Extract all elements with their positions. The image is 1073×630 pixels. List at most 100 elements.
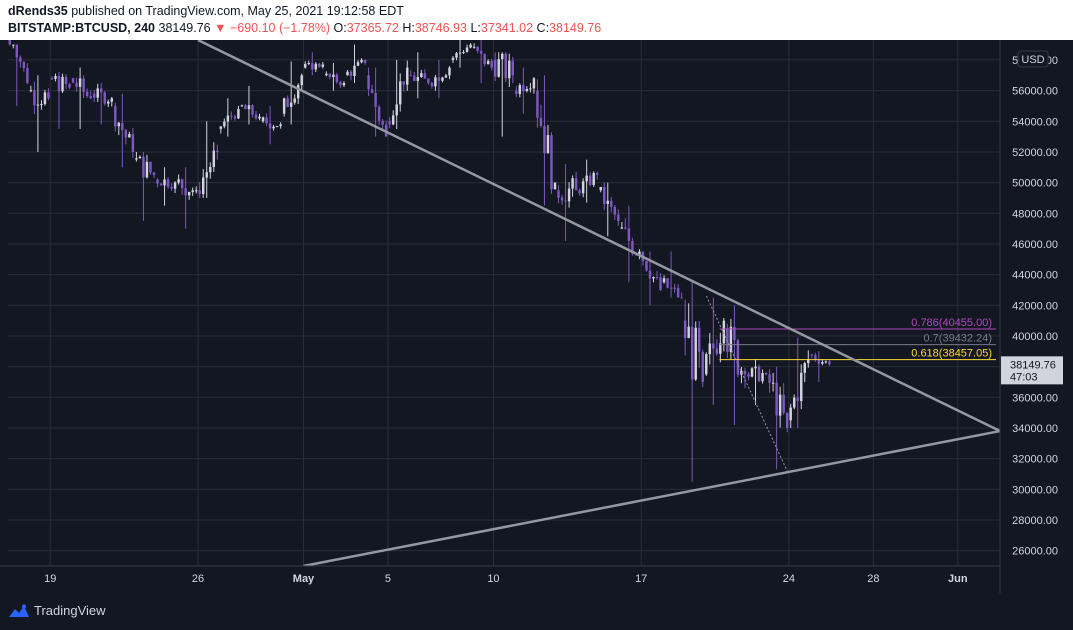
candle-body [683, 320, 687, 339]
candle-body [648, 270, 652, 279]
candle-body [145, 161, 149, 178]
publish-info: dRends35 published on TradingView.com, M… [8, 4, 404, 18]
y-tick-label: 54000.00 [1012, 116, 1058, 128]
candle-body [110, 98, 114, 102]
candle-body [240, 105, 244, 107]
candle-body [479, 50, 483, 54]
candle-body [617, 214, 620, 221]
candle-body [68, 83, 71, 88]
candle-body [282, 98, 286, 114]
candle-body [135, 158, 138, 160]
candle-body [395, 104, 398, 116]
candle-body [293, 98, 296, 103]
candle-body [694, 327, 697, 380]
ohlc-legend: BITSTAMP:BTCUSD, 240 38149.76 ▼ −690.10 … [8, 21, 601, 35]
tradingview-brand[interactable]: TradingView [8, 603, 106, 618]
currency-label: USD [1021, 54, 1044, 66]
candle-body [26, 68, 29, 83]
candle-body [701, 351, 704, 382]
publisher-name[interactable]: dRends35 [8, 4, 68, 18]
candle-body [212, 150, 216, 167]
candle-body [603, 186, 606, 204]
candle-body [103, 92, 106, 104]
candle-body [254, 114, 258, 119]
candle-body [511, 60, 515, 76]
candle-body [233, 116, 237, 119]
candle-body [560, 197, 564, 201]
candle-body [328, 73, 332, 78]
candle-body [300, 75, 303, 86]
candle-body [237, 109, 240, 119]
candle-body [536, 90, 539, 118]
candle-body [789, 407, 792, 421]
candle-body [321, 64, 325, 67]
candle-body [71, 78, 75, 83]
candle-body [462, 52, 465, 54]
candle-body [543, 126, 546, 154]
candle-body [367, 75, 370, 90]
candle-body [501, 53, 504, 60]
candle-body [814, 355, 817, 360]
chart-canvas[interactable]: 0.786(40455.00) 0.7(39432.24) 0.618(38457.… [0, 40, 1073, 593]
candle-body [655, 276, 659, 278]
candle-body [810, 354, 814, 356]
candle-body [785, 412, 789, 428]
candle-body [550, 135, 553, 190]
candle-body [645, 261, 648, 271]
candle-body [599, 186, 602, 191]
price-chart[interactable]: 0.786(40455.00) 0.7(39432.24) 0.618(38457.… [0, 40, 1073, 593]
candle-body [54, 75, 57, 79]
published-text: published on TradingView.com, May 25, 20… [71, 4, 404, 18]
y-tick-label: 52000.00 [1012, 147, 1058, 159]
candle-body [75, 82, 78, 87]
candle-body [219, 126, 223, 129]
candle-body [420, 73, 423, 78]
candle-body [627, 228, 631, 241]
candle-body [325, 73, 328, 76]
candle-body [581, 181, 585, 194]
candle-body [508, 60, 511, 79]
candle-body [89, 96, 92, 99]
candle-body [121, 122, 124, 131]
candle-body [107, 101, 110, 104]
price-axis-bg [1000, 40, 1073, 593]
candle-body [356, 62, 360, 66]
candle-body [768, 374, 771, 383]
trendline [197, 40, 1001, 433]
y-tick-label: 26000.00 [1012, 546, 1058, 558]
candle-body [166, 179, 170, 187]
x-tick-label: 26 [192, 573, 204, 585]
candle-body [708, 343, 712, 355]
candle-body [518, 85, 522, 94]
candle-body [205, 172, 208, 178]
candle-body [803, 363, 806, 373]
candle-body [434, 77, 437, 87]
candle-body [736, 340, 740, 375]
candle-body [712, 343, 715, 349]
candle-body [465, 47, 469, 53]
candle-body [588, 175, 592, 185]
candle-body [571, 178, 574, 189]
candle-body [265, 117, 268, 124]
y-tick-label: 28000.00 [1012, 515, 1058, 527]
candle-body [275, 126, 279, 128]
y-tick-label: 44000.00 [1012, 270, 1058, 282]
candle-body [529, 88, 532, 90]
open-label: O: [333, 21, 347, 35]
candle-body [778, 394, 782, 416]
fib-anchor-line [706, 295, 789, 473]
candle-body [539, 117, 543, 127]
candle-body [152, 172, 156, 175]
x-tick-label: 5 [385, 573, 391, 585]
footer-bar: TradingView [0, 593, 1073, 630]
candle-body [138, 156, 142, 159]
candle-body [698, 327, 701, 352]
candle-body [610, 200, 613, 207]
time-axis-bg [0, 566, 1000, 593]
candle-body [722, 320, 726, 344]
candle-body [342, 82, 346, 86]
candle-body [296, 85, 300, 99]
candle-body [184, 188, 187, 196]
candle-body [173, 182, 177, 189]
current-price-tag [1001, 356, 1063, 385]
